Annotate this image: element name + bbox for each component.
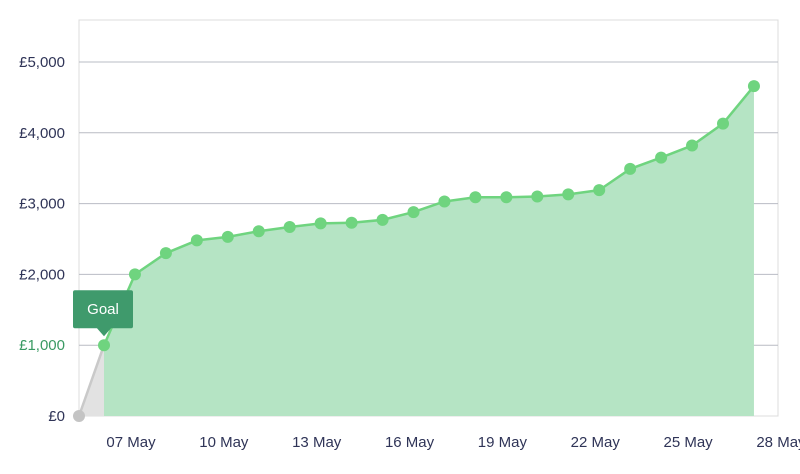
y-tick-label: £2,000 xyxy=(19,266,65,283)
data-point[interactable] xyxy=(128,268,141,281)
series-area xyxy=(102,85,755,417)
data-point[interactable] xyxy=(376,213,389,226)
series-line xyxy=(102,85,755,346)
data-point[interactable] xyxy=(747,80,760,93)
start-point[interactable] xyxy=(73,410,85,422)
goal-tooltip-box xyxy=(73,290,133,337)
data-point[interactable] xyxy=(624,162,637,175)
data-point[interactable] xyxy=(283,220,296,233)
data-point[interactable] xyxy=(407,206,420,219)
y-tick-label-goal: £1,000 xyxy=(19,337,65,354)
y-axis-ticks: £0 £1,000 £2,000 £3,000 £4,000 £5,000 xyxy=(19,54,65,425)
x-tick-label: 13 May xyxy=(292,434,342,451)
start-line xyxy=(77,344,106,417)
start-segment xyxy=(73,344,106,422)
y-tick-label: £3,000 xyxy=(19,196,65,213)
x-tick-label: 10 May xyxy=(199,434,249,451)
data-point[interactable] xyxy=(593,184,606,197)
goal-tooltip: Goal xyxy=(73,290,133,337)
data-point[interactable] xyxy=(686,139,699,152)
data-point[interactable] xyxy=(221,230,234,243)
data-point[interactable] xyxy=(655,151,668,164)
x-tick-label: 22 May xyxy=(571,434,621,451)
y-tick-label: £0 xyxy=(48,408,65,425)
x-axis-ticks: 07 May 10 May 13 May 16 May 19 May 22 May 25 M… xyxy=(106,434,800,451)
series-points[interactable] xyxy=(98,80,760,352)
y-tick-label: £4,000 xyxy=(19,125,65,142)
data-point[interactable] xyxy=(314,217,327,230)
data-point[interactable] xyxy=(252,225,265,238)
x-tick-label: 07 May xyxy=(106,434,156,451)
data-point[interactable] xyxy=(190,234,203,247)
x-tick-label: 25 May xyxy=(663,434,713,451)
data-point[interactable] xyxy=(438,195,451,208)
data-point[interactable] xyxy=(531,190,544,203)
data-point[interactable] xyxy=(562,188,575,201)
x-tick-label: 19 May xyxy=(478,434,528,451)
x-tick-label: 28 May xyxy=(756,434,800,451)
data-point[interactable] xyxy=(500,191,513,204)
y-tick-label: £5,000 xyxy=(19,54,65,71)
data-point[interactable] xyxy=(159,247,172,260)
data-point[interactable] xyxy=(345,216,358,229)
data-point[interactable] xyxy=(717,117,729,130)
area-fill xyxy=(104,86,754,417)
data-point[interactable] xyxy=(469,191,482,204)
data-point[interactable] xyxy=(98,339,110,352)
x-tick-label: 16 May xyxy=(385,434,435,451)
goal-tooltip-label: Goal xyxy=(87,301,119,318)
